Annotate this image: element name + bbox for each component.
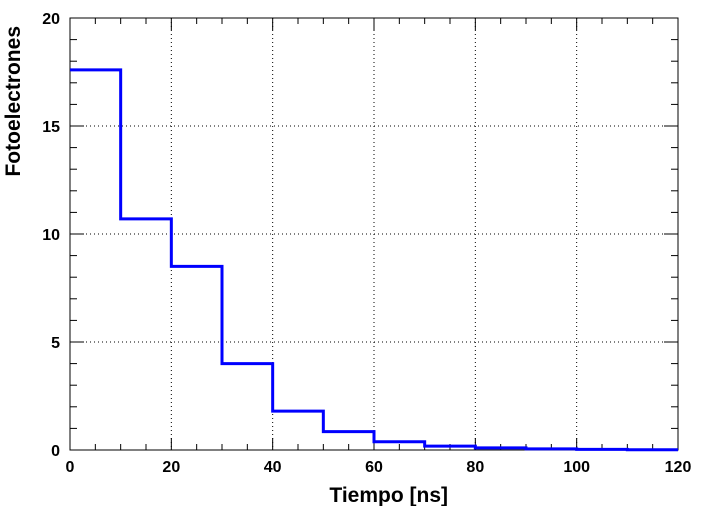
y-tick-label: 15 xyxy=(42,119,60,136)
histogram-bin xyxy=(121,219,172,450)
histogram-bin xyxy=(475,448,526,450)
histogram-bin xyxy=(273,411,324,450)
x-tick-label: 20 xyxy=(162,459,180,476)
grid-lines xyxy=(70,18,678,450)
y-tick-label: 0 xyxy=(51,443,60,460)
histogram-bin xyxy=(70,70,121,450)
y-tick-label: 10 xyxy=(42,227,60,244)
x-axis-title: Tiempo [ns] xyxy=(329,484,448,506)
x-tick-label: 40 xyxy=(264,459,282,476)
histogram-bin xyxy=(425,446,476,450)
x-tick-label: 0 xyxy=(66,459,75,476)
series-layer xyxy=(70,68,678,452)
x-tick-label: 120 xyxy=(665,459,692,476)
histogram-bin xyxy=(323,432,374,450)
histogram-bin xyxy=(374,442,425,450)
tick-labels: 0 20 40 60 80 100 120 0 5 10 15 20 xyxy=(42,11,691,476)
histogram-bin xyxy=(171,266,222,450)
x-tick-label: 80 xyxy=(466,459,484,476)
histogram-bin xyxy=(577,449,628,450)
y-axis-title: Fotoelectrones xyxy=(2,26,25,177)
y-tick-label: 20 xyxy=(42,11,60,28)
histogram-series-line xyxy=(70,68,678,452)
axis-ticks xyxy=(69,17,679,451)
y-tick-label: 5 xyxy=(51,335,60,352)
x-tick-label: 60 xyxy=(365,459,383,476)
histogram-bin xyxy=(526,449,577,450)
x-tick-label: 100 xyxy=(563,459,590,476)
histogram-bin xyxy=(222,364,273,450)
